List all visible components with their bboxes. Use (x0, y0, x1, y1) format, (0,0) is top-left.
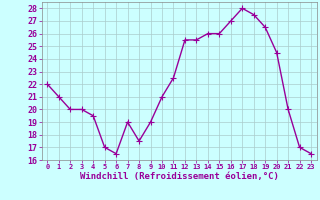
X-axis label: Windchill (Refroidissement éolien,°C): Windchill (Refroidissement éolien,°C) (80, 172, 279, 181)
